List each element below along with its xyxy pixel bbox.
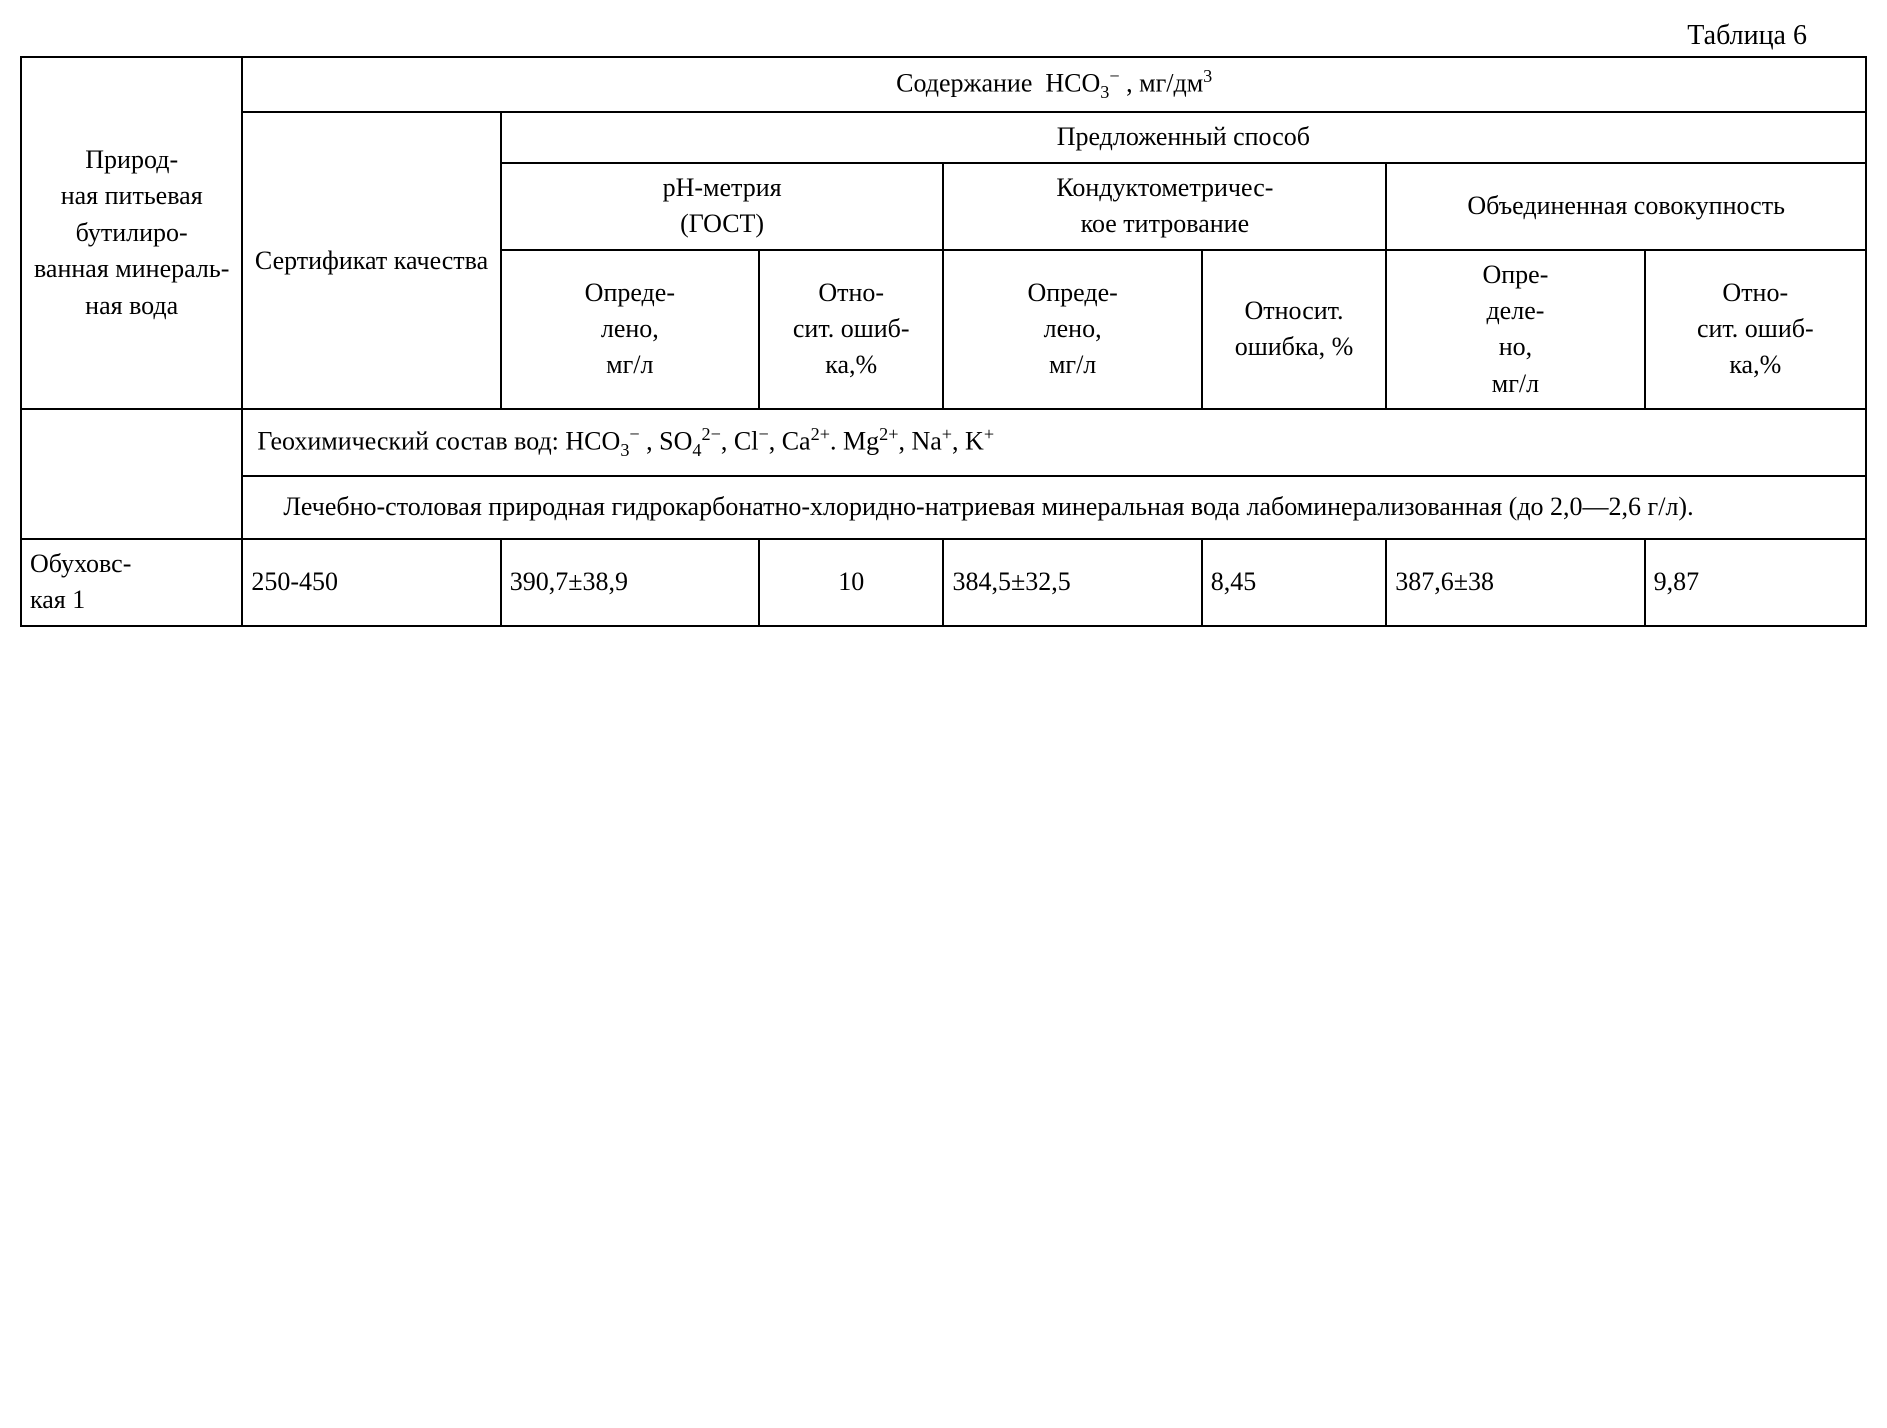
header-comb-err: Отно-сит. ошиб-ка,% (1645, 250, 1866, 410)
header-ph: pH-метрия(ГОСТ) (501, 163, 944, 250)
header-cert: Сертификат качества (242, 112, 500, 409)
cell-cert: 250-450 (242, 539, 500, 626)
geo-composition: Геохимический состав вод: HCO3− , SO42−,… (242, 409, 1866, 476)
header-cond: Кондуктометричес-кое титрование (943, 163, 1386, 250)
table-row: Природ-ная питьевая бутилиро-ванная мине… (21, 57, 1866, 112)
cell-name: Обуховс-кая 1 (21, 539, 242, 626)
header-proposed: Предложенный способ (501, 112, 1866, 162)
header-water: Природ-ная питьевая бутилиро-ванная мине… (21, 57, 242, 409)
cell-ph-err: 10 (759, 539, 944, 626)
header-cond-det: Опреде-лено,мг/л (943, 250, 1201, 410)
header-main: Содержание HCO3− , мг/дм3 (242, 57, 1866, 112)
table-row: Геохимический состав вод: HCO3− , SO42−,… (21, 409, 1866, 476)
table-row: Сертификат качества Предложенный способ (21, 112, 1866, 162)
table-row: Обуховс-кая 1 250-450 390,7±38,9 10 384,… (21, 539, 1866, 626)
header-ph-det: Опреде-лено,мг/л (501, 250, 759, 410)
header-cond-err: Относит. ошибка, % (1202, 250, 1387, 410)
table-caption: Таблица 6 (20, 20, 1867, 52)
header-ph-err: Отно-сит. ошиб-ка,% (759, 250, 944, 410)
cell-comb-err: 9,87 (1645, 539, 1866, 626)
cell-comb-det: 387,6±38 (1386, 539, 1644, 626)
cell-cond-det: 384,5±32,5 (943, 539, 1201, 626)
header-comb-det: Опре-деле-но,мг/л (1386, 250, 1644, 410)
data-table: Природ-ная питьевая бутилиро-ванная мине… (20, 56, 1867, 627)
cell-cond-err: 8,45 (1202, 539, 1387, 626)
header-comb: Объединенная совокупность (1386, 163, 1866, 250)
water-description: Лечебно-столовая природная гидрокарбонат… (242, 476, 1866, 538)
table-row: Лечебно-столовая природная гидрокарбонат… (21, 476, 1866, 538)
cell-ph-det: 390,7±38,9 (501, 539, 759, 626)
